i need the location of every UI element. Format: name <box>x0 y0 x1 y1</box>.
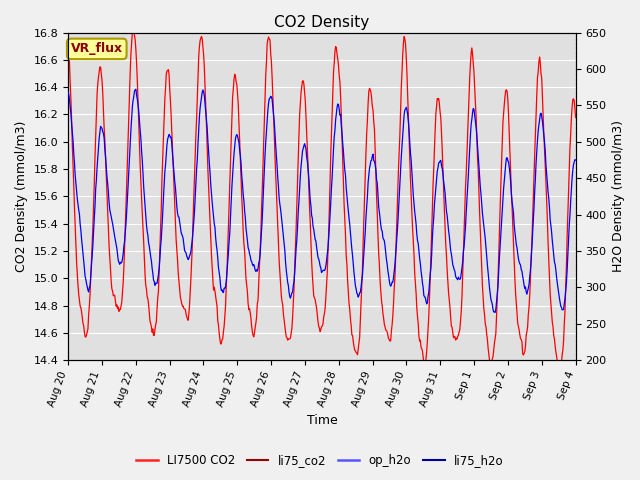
X-axis label: Time: Time <box>307 414 337 427</box>
Legend: LI7500 CO2, li75_co2, op_h2o, li75_h2o: LI7500 CO2, li75_co2, op_h2o, li75_h2o <box>132 449 508 472</box>
Y-axis label: H2O Density (mmol/m3): H2O Density (mmol/m3) <box>612 120 625 273</box>
Y-axis label: CO2 Density (mmol/m3): CO2 Density (mmol/m3) <box>15 120 28 272</box>
Title: CO2 Density: CO2 Density <box>275 15 369 30</box>
Text: VR_flux: VR_flux <box>70 42 123 55</box>
